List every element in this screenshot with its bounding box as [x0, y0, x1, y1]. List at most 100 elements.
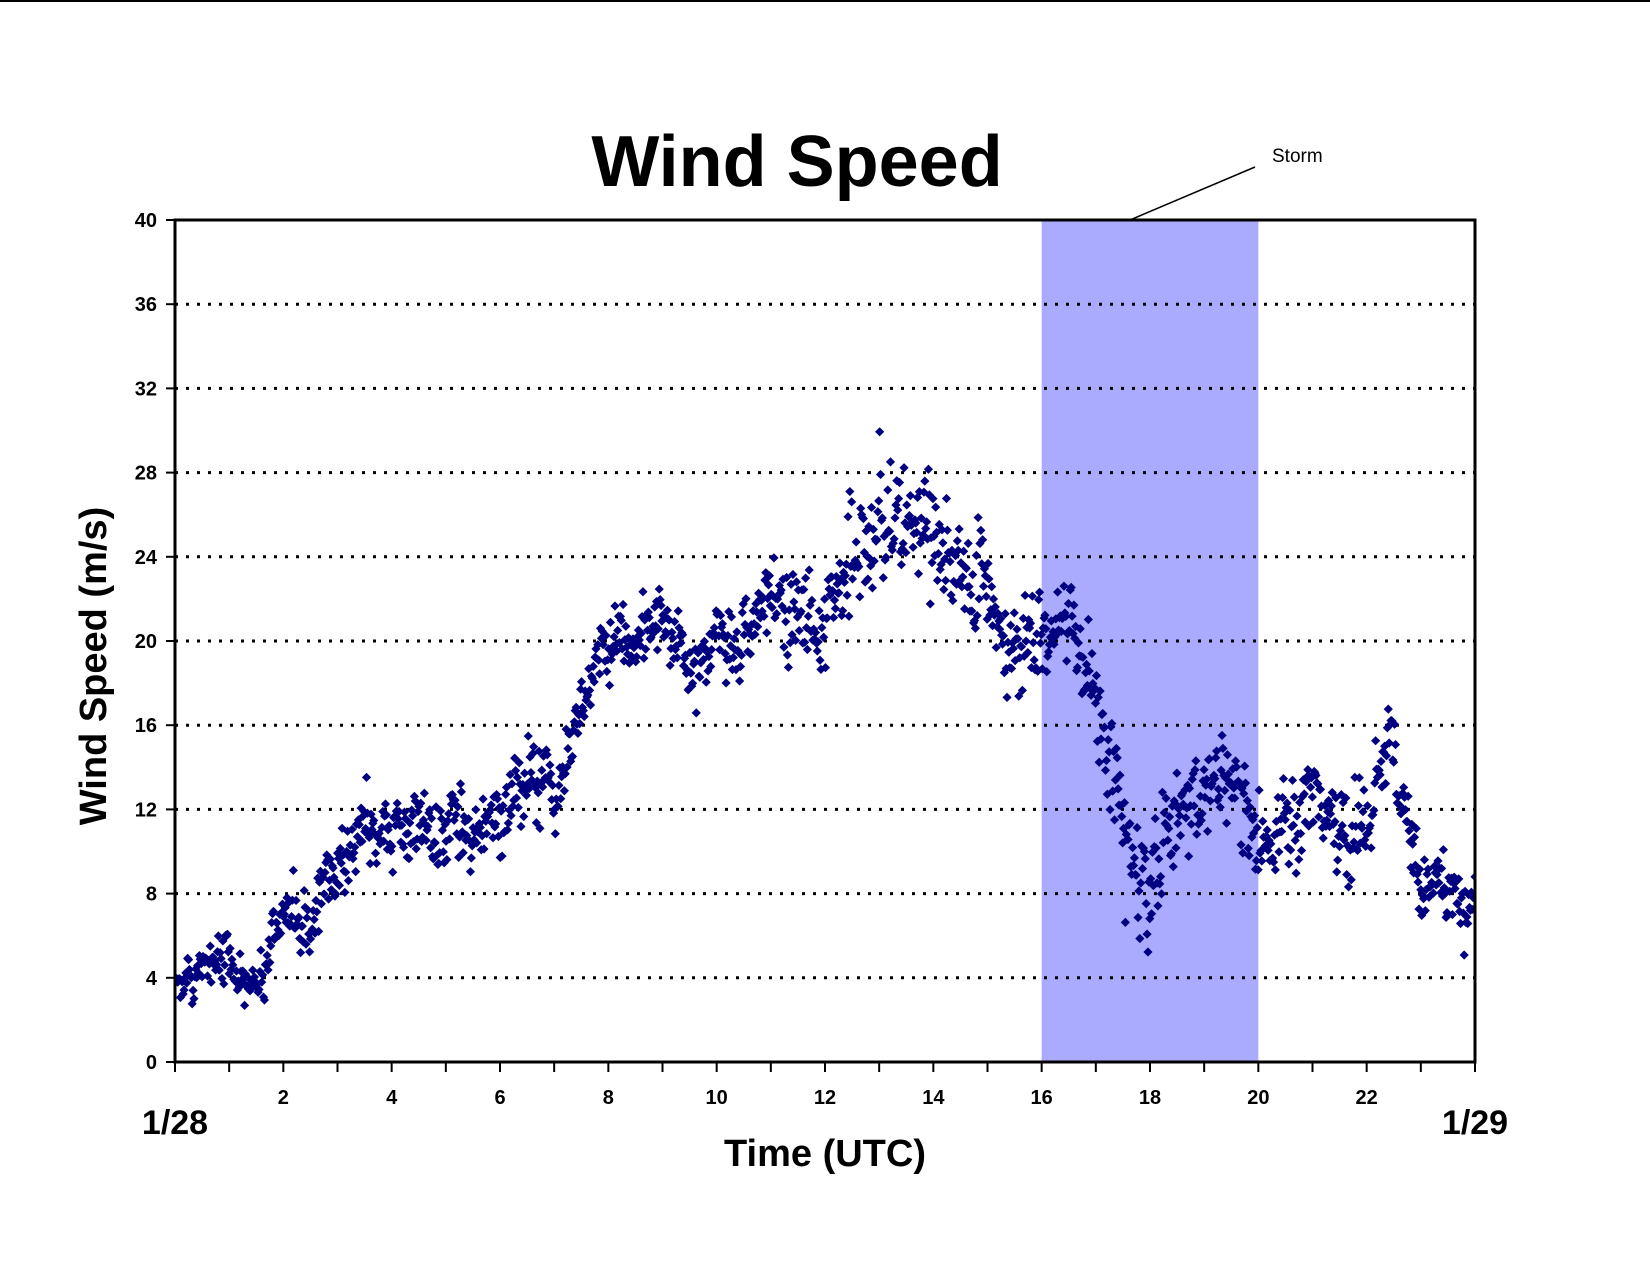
data-point — [591, 644, 601, 654]
data-point — [1351, 821, 1361, 831]
data-point — [858, 513, 868, 524]
data-point — [1349, 837, 1359, 847]
data-point — [993, 608, 1003, 619]
x-tick-label: 2 — [278, 1087, 289, 1109]
data-point — [511, 793, 522, 803]
data-point — [454, 832, 465, 842]
data-point — [535, 823, 545, 834]
data-point — [1357, 823, 1367, 833]
data-point — [349, 848, 359, 858]
data-point — [418, 815, 429, 825]
data-point — [1146, 909, 1157, 919]
data-point — [206, 977, 216, 987]
data-point — [1415, 864, 1425, 874]
data-point — [1371, 736, 1381, 746]
data-point — [1184, 783, 1195, 794]
data-point — [721, 678, 731, 688]
data-point — [380, 799, 391, 809]
data-point — [859, 547, 869, 558]
data-point — [403, 828, 413, 839]
data-point — [503, 818, 513, 828]
data-point — [1282, 798, 1292, 808]
data-point — [732, 627, 742, 637]
data-point — [696, 658, 706, 668]
data-point — [782, 650, 793, 660]
data-point — [1111, 743, 1121, 754]
data-point — [831, 571, 841, 582]
data-point — [575, 719, 585, 729]
data-point — [192, 961, 203, 971]
data-point — [854, 561, 864, 572]
data-point — [387, 841, 397, 851]
data-point — [521, 790, 532, 801]
data-point — [602, 666, 612, 677]
data-point — [891, 500, 901, 510]
data-point — [1405, 836, 1415, 847]
data-point — [220, 960, 230, 970]
data-point — [1212, 795, 1223, 805]
data-point — [1132, 823, 1142, 833]
data-point — [245, 986, 255, 996]
data-point — [1000, 609, 1010, 619]
data-point — [956, 558, 966, 568]
data-point — [506, 810, 516, 821]
data-point — [1052, 629, 1062, 639]
y-tick-label: 32 — [135, 378, 157, 400]
data-point — [1023, 647, 1033, 658]
data-point — [632, 652, 642, 662]
data-point — [568, 725, 579, 735]
data-point — [1083, 614, 1093, 625]
data-point — [235, 949, 245, 959]
data-point — [706, 661, 716, 672]
data-point — [1333, 855, 1343, 865]
data-point — [1197, 808, 1207, 819]
data-point — [437, 825, 448, 835]
data-point — [1450, 883, 1460, 894]
data-point — [838, 567, 849, 577]
data-point — [473, 827, 483, 837]
data-point — [701, 677, 711, 687]
data-point — [462, 830, 472, 841]
data-point — [830, 603, 840, 614]
data-point — [1141, 899, 1151, 909]
data-point — [1254, 785, 1264, 795]
data-point — [300, 902, 310, 912]
data-point — [758, 592, 768, 603]
data-point — [442, 854, 452, 865]
data-point — [1115, 770, 1125, 780]
data-point — [633, 625, 644, 635]
data-point — [276, 928, 286, 939]
data-point — [412, 834, 422, 844]
data-point — [1457, 888, 1467, 899]
data-point — [1340, 830, 1350, 841]
data-point — [908, 542, 918, 552]
data-point — [769, 553, 779, 563]
data-point — [624, 658, 635, 668]
data-point — [935, 564, 945, 575]
data-point — [997, 639, 1008, 649]
data-point — [1324, 821, 1335, 832]
data-point — [1306, 773, 1317, 783]
data-point — [605, 617, 616, 627]
data-point — [1389, 757, 1399, 767]
data-point — [931, 502, 941, 512]
data-point — [345, 840, 355, 850]
data-point — [1286, 845, 1296, 855]
data-point — [1053, 587, 1063, 597]
data-point — [1027, 591, 1037, 601]
data-point — [264, 935, 274, 945]
data-point — [426, 843, 436, 853]
data-point — [1165, 812, 1175, 822]
data-point — [523, 731, 533, 741]
data-point — [610, 601, 620, 611]
data-point — [613, 625, 623, 636]
data-point — [533, 788, 543, 798]
data-point — [343, 876, 354, 886]
data-point — [1215, 802, 1225, 812]
data-point — [951, 579, 962, 589]
data-point — [1384, 738, 1394, 748]
data-point — [400, 814, 410, 824]
data-point — [662, 605, 672, 615]
data-point — [299, 885, 309, 896]
data-point — [717, 619, 728, 629]
